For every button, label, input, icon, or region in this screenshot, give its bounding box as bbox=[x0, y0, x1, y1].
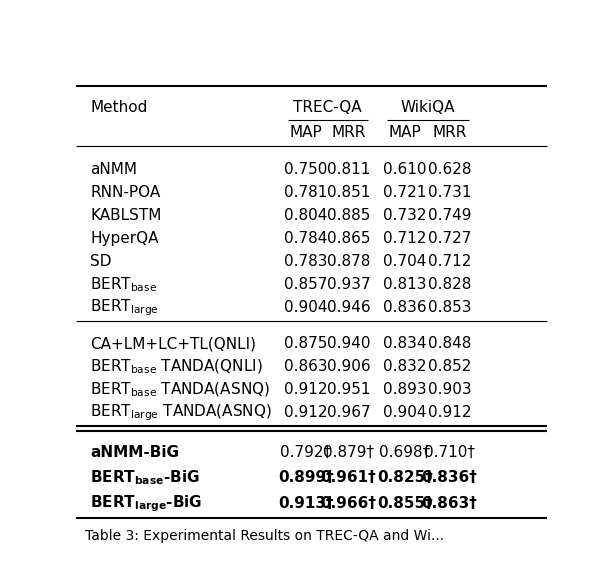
Text: 0.878: 0.878 bbox=[326, 254, 370, 269]
Text: HyperQA: HyperQA bbox=[90, 231, 159, 246]
Text: 0.875: 0.875 bbox=[285, 336, 328, 351]
Text: 0.704: 0.704 bbox=[383, 254, 427, 269]
Text: 0.903: 0.903 bbox=[428, 382, 471, 397]
Text: 0.750: 0.750 bbox=[285, 162, 328, 176]
Text: 0.732: 0.732 bbox=[383, 207, 427, 223]
Text: 0.825†: 0.825† bbox=[377, 471, 433, 485]
Text: MAP: MAP bbox=[389, 125, 421, 140]
Text: 0.628: 0.628 bbox=[428, 162, 471, 176]
Text: 0.904: 0.904 bbox=[284, 299, 328, 315]
Text: 0.792†: 0.792† bbox=[280, 445, 331, 459]
Text: 0.832: 0.832 bbox=[383, 359, 427, 374]
Text: BERT$_{\mathregular{large}}$-BiG: BERT$_{\mathregular{large}}$-BiG bbox=[90, 493, 202, 514]
Text: 0.836†: 0.836† bbox=[422, 471, 478, 485]
Text: 0.784: 0.784 bbox=[285, 231, 328, 246]
Text: 0.951: 0.951 bbox=[326, 382, 370, 397]
Text: MAP: MAP bbox=[289, 125, 322, 140]
Text: 0.912: 0.912 bbox=[284, 406, 328, 420]
Text: 0.940: 0.940 bbox=[326, 336, 370, 351]
Text: 0.893: 0.893 bbox=[383, 382, 427, 397]
Text: 0.834: 0.834 bbox=[383, 336, 427, 351]
Text: 0.913†: 0.913† bbox=[278, 496, 334, 511]
Text: 0.804: 0.804 bbox=[285, 207, 328, 223]
Text: SD: SD bbox=[90, 254, 112, 269]
Text: 0.712: 0.712 bbox=[383, 231, 427, 246]
Text: MRR: MRR bbox=[331, 125, 365, 140]
Text: 0.961†: 0.961† bbox=[320, 471, 376, 485]
Text: 0.865: 0.865 bbox=[326, 231, 370, 246]
Text: Method: Method bbox=[90, 100, 148, 115]
Text: 0.899†: 0.899† bbox=[278, 471, 334, 485]
Text: WikiQA: WikiQA bbox=[400, 100, 455, 115]
Text: 0.828: 0.828 bbox=[428, 277, 471, 292]
Text: BERT$_{\mathregular{large}}$ TANDA(ASNQ): BERT$_{\mathregular{large}}$ TANDA(ASNQ) bbox=[90, 403, 272, 423]
Text: 0.781: 0.781 bbox=[285, 185, 328, 200]
Text: BERT$_{\mathregular{base}}$: BERT$_{\mathregular{base}}$ bbox=[90, 275, 157, 294]
Text: BERT$_{\mathregular{large}}$: BERT$_{\mathregular{large}}$ bbox=[90, 297, 159, 318]
Text: 0.904: 0.904 bbox=[383, 406, 427, 420]
Text: 0.749: 0.749 bbox=[428, 207, 471, 223]
Text: Table 3: Experimental Results on TREC-QA and Wi...: Table 3: Experimental Results on TREC-QA… bbox=[85, 529, 444, 543]
Text: CA+LM+LC+TL(QNLI): CA+LM+LC+TL(QNLI) bbox=[90, 336, 256, 351]
Text: 0.811: 0.811 bbox=[326, 162, 370, 176]
Text: BERT$_{\mathregular{base}}$ TANDA(ASNQ): BERT$_{\mathregular{base}}$ TANDA(ASNQ) bbox=[90, 380, 270, 399]
Text: TREC-QA: TREC-QA bbox=[293, 100, 362, 115]
Text: 0.912: 0.912 bbox=[284, 382, 328, 397]
Text: 0.879†: 0.879† bbox=[323, 445, 374, 459]
Text: 0.885: 0.885 bbox=[326, 207, 370, 223]
Text: 0.855†: 0.855† bbox=[377, 496, 433, 511]
Text: 0.727: 0.727 bbox=[428, 231, 471, 246]
Text: 0.698†: 0.698† bbox=[379, 445, 430, 459]
Text: 0.712: 0.712 bbox=[428, 254, 471, 269]
Text: 0.863: 0.863 bbox=[284, 359, 328, 374]
Text: 0.851: 0.851 bbox=[326, 185, 370, 200]
Text: aNMM: aNMM bbox=[90, 162, 137, 176]
Text: 0.857: 0.857 bbox=[285, 277, 328, 292]
Text: 0.966†: 0.966† bbox=[320, 496, 376, 511]
Text: 0.946: 0.946 bbox=[326, 299, 370, 315]
Text: 0.937: 0.937 bbox=[326, 277, 370, 292]
Text: BERT$_{\mathregular{base}}$-BiG: BERT$_{\mathregular{base}}$-BiG bbox=[90, 468, 200, 487]
Text: KABLSTM: KABLSTM bbox=[90, 207, 162, 223]
Text: 0.610: 0.610 bbox=[383, 162, 427, 176]
Text: 0.852: 0.852 bbox=[428, 359, 471, 374]
Text: 0.783: 0.783 bbox=[284, 254, 328, 269]
Text: 0.710†: 0.710† bbox=[424, 445, 475, 459]
Text: 0.853: 0.853 bbox=[428, 299, 471, 315]
Text: 0.912: 0.912 bbox=[428, 406, 471, 420]
Text: 0.848: 0.848 bbox=[428, 336, 471, 351]
Text: 0.813: 0.813 bbox=[383, 277, 427, 292]
Text: 0.967: 0.967 bbox=[326, 406, 370, 420]
Text: RNN-POA: RNN-POA bbox=[90, 185, 161, 200]
Text: 0.906: 0.906 bbox=[326, 359, 370, 374]
Text: 0.731: 0.731 bbox=[428, 185, 471, 200]
Text: MRR: MRR bbox=[432, 125, 467, 140]
Text: 0.721: 0.721 bbox=[383, 185, 427, 200]
Text: aNMM-BiG: aNMM-BiG bbox=[90, 445, 179, 459]
Text: BERT$_{\mathregular{base}}$ TANDA(QNLI): BERT$_{\mathregular{base}}$ TANDA(QNLI) bbox=[90, 357, 263, 376]
Text: 0.836: 0.836 bbox=[383, 299, 427, 315]
Text: 0.863†: 0.863† bbox=[422, 496, 478, 511]
